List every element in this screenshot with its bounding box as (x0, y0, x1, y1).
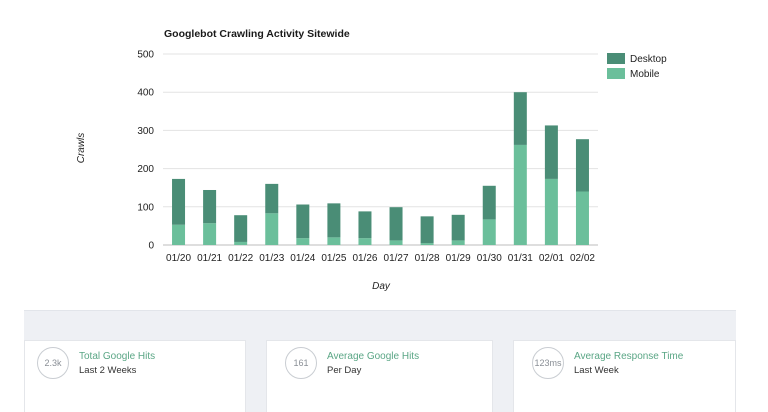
legend-label-desktop: Desktop (630, 54, 667, 65)
bar-mobile-02-01 (544, 178, 558, 245)
stat-title: Average Google Hits (327, 351, 420, 362)
x-tick-label: 01/23 (259, 253, 284, 264)
legend-swatch-mobile (607, 68, 625, 79)
y-tick-label: 300 (137, 126, 154, 137)
y-axis-label: Crawls (76, 133, 87, 164)
chart: Googlebot Crawling Activity Sitewide 0 10… (76, 28, 667, 292)
y-tick-label: 0 (148, 241, 154, 252)
bar-mobile-01-29 (451, 240, 465, 245)
bar-desktop-02-02 (575, 139, 589, 192)
stat-card-total-hits: 2.3k Total Google Hits Last 2 Weeks (24, 340, 246, 412)
stat-subtitle: Last Week (574, 365, 619, 376)
x-tick-label: 01/24 (290, 253, 315, 264)
bar-desktop-01-20 (172, 178, 186, 225)
stats-panel: 2.3k Total Google Hits Last 2 Weeks 161 … (24, 310, 736, 412)
bar-mobile-01-30 (482, 219, 496, 245)
x-tick-label: 01/21 (197, 253, 222, 264)
stat-subtitle: Per Day (327, 365, 362, 376)
x-tick-label: 01/22 (228, 253, 253, 264)
bar-desktop-01-26 (358, 211, 372, 239)
stat-subtitle: Last 2 Weeks (79, 365, 137, 376)
y-tick-label: 100 (137, 202, 154, 213)
y-axis: 0 100 200 300 400 500 (137, 50, 154, 252)
x-tick-label: 01/27 (384, 253, 409, 264)
x-tick-label: 02/02 (570, 253, 595, 264)
x-tick-label: 01/30 (477, 253, 502, 264)
x-tick-label: 01/31 (508, 253, 533, 264)
bar-desktop-01-25 (327, 203, 341, 238)
bar-desktop-01-27 (389, 207, 403, 241)
x-tick-label: 01/26 (352, 253, 377, 264)
bar-mobile-01-26 (358, 238, 372, 245)
x-tick-label: 01/29 (446, 253, 471, 264)
bar-mobile-01-24 (296, 238, 310, 245)
stat-badge: 2.3k (37, 347, 69, 379)
bar-mobile-01-28 (420, 243, 434, 245)
legend: Desktop Mobile (607, 53, 667, 80)
stat-badge: 161 (285, 347, 317, 379)
bar-desktop-01-30 (482, 185, 496, 220)
bar-desktop-01-31 (513, 92, 527, 145)
y-tick-label: 400 (137, 88, 154, 99)
bar-mobile-01-20 (172, 224, 186, 245)
stat-card-average-hits: 161 Average Google Hits Per Day (266, 340, 493, 412)
stat-title: Average Response Time (574, 351, 684, 362)
x-tick-label: 01/20 (166, 253, 191, 264)
x-tick-label: 01/25 (321, 253, 346, 264)
bar-mobile-01-22 (234, 241, 248, 245)
bar-mobile-01-21 (203, 223, 217, 245)
bar-desktop-01-28 (420, 216, 434, 244)
bar-desktop-02-01 (544, 125, 558, 179)
x-tick-label: 02/01 (539, 253, 564, 264)
stat-card-response-time: 123ms Average Response Time Last Week (513, 340, 736, 412)
bar-mobile-01-27 (389, 240, 403, 245)
bars (172, 92, 589, 245)
bar-desktop-01-23 (265, 183, 279, 214)
legend-swatch-desktop (607, 53, 625, 64)
x-axis: 01/20 01/21 01/22 01/23 01/24 01/25 01/26 01/27… (166, 253, 595, 264)
legend-label-mobile: Mobile (630, 69, 660, 80)
bar-mobile-02-02 (575, 191, 589, 245)
bar-desktop-01-21 (203, 189, 217, 224)
bar-mobile-01-25 (327, 237, 341, 245)
x-tick-label: 01/28 (415, 253, 440, 264)
stat-badge: 123ms (532, 347, 564, 379)
y-tick-label: 200 (137, 164, 154, 175)
y-tick-label: 500 (137, 50, 154, 61)
bar-desktop-01-24 (296, 204, 310, 239)
chart-title: Googlebot Crawling Activity Sitewide (164, 28, 350, 40)
stat-title: Total Google Hits (79, 351, 156, 362)
bar-mobile-01-23 (265, 213, 279, 245)
grid (163, 53, 598, 246)
x-axis-label: Day (372, 281, 391, 292)
bar-desktop-01-29 (451, 214, 465, 241)
bar-desktop-01-22 (234, 215, 248, 242)
bar-mobile-01-31 (513, 144, 527, 245)
